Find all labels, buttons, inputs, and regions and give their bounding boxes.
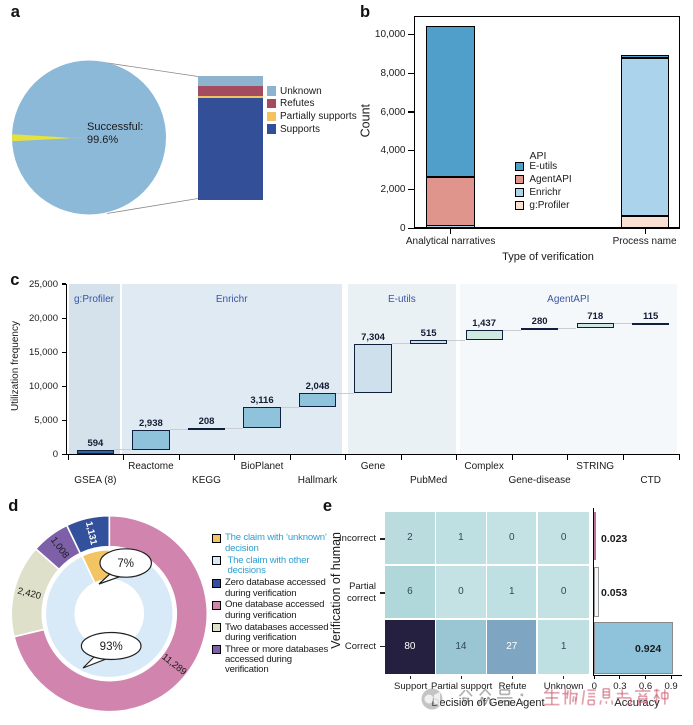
svg-text:7%: 7% xyxy=(117,558,134,570)
svg-text:1,131: 1,131 xyxy=(83,520,99,546)
svg-text:93%: 93% xyxy=(100,641,123,653)
